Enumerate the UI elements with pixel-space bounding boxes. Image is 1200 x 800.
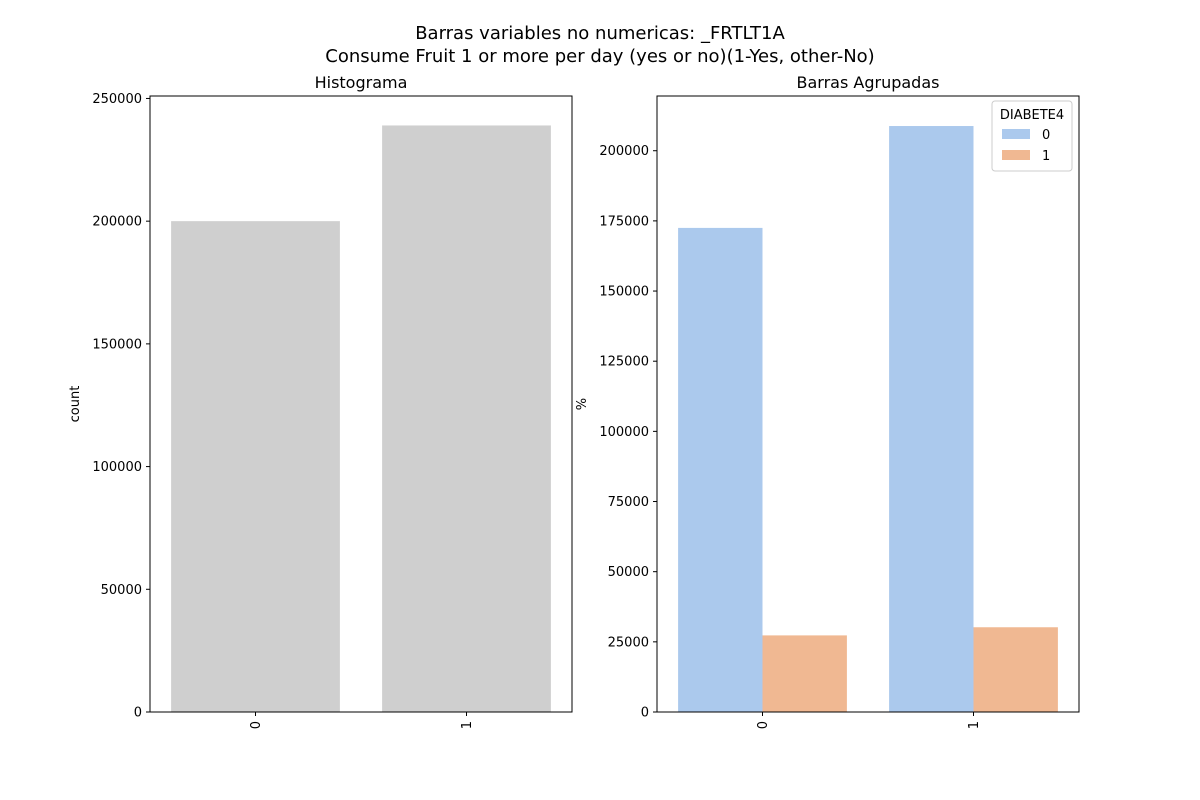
- figure-title-line2: Consume Fruit 1 or more per day (yes or …: [325, 46, 874, 67]
- histogram-axes-frame: [149, 95, 573, 713]
- grouped-ytick-label: 175000: [599, 214, 649, 229]
- grouped-ytick-label: 25000: [608, 635, 649, 650]
- legend-title: DIABETE4: [1000, 108, 1064, 123]
- histogram-ytick-label: 200000: [92, 215, 142, 230]
- histogram-ytick-label: 0: [134, 706, 142, 721]
- figure-title-line1: Barras variables no numericas: _FRTLT1A: [415, 23, 785, 44]
- histogram-ytick-label: 150000: [92, 337, 142, 352]
- grouped-bar-cat1-series0: [889, 126, 974, 712]
- grouped-ytick-label: 75000: [608, 495, 649, 510]
- grouped-ytick-label: 0: [641, 706, 649, 721]
- grouped-title: Barras Agrupadas: [797, 73, 940, 92]
- legend: DIABETE4 0 1: [991, 100, 1073, 172]
- grouped-ytick-label: 200000: [599, 144, 649, 159]
- histogram-ytick-label: 50000: [101, 583, 142, 598]
- grouped-xtick-label: 0: [756, 721, 771, 729]
- histogram-bar-cat1: [382, 125, 551, 713]
- grouped-bar-chart: Barras Agrupadas025000500007500010000012…: [575, 73, 1080, 729]
- histogram-xtick-label: 1: [460, 721, 475, 729]
- histogram-bar-cat0: [171, 221, 340, 713]
- grouped-ytick-label: 150000: [599, 285, 649, 300]
- grouped-axes-frame: [656, 95, 1080, 713]
- legend-swatch-1: [1002, 150, 1030, 160]
- histogram-ytick-label: 100000: [92, 460, 142, 475]
- histogram-chart: Histograma 0 50000 100000 150000 200000 250000…: [68, 73, 573, 729]
- grouped-bar-cat1-series1: [973, 627, 1058, 712]
- histogram-xtick-label: 0: [249, 721, 264, 729]
- histogram-title: Histograma: [315, 73, 408, 92]
- legend-swatch-0: [1002, 129, 1030, 139]
- histogram-ylabel: count: [68, 386, 83, 423]
- grouped-ylabel: %: [575, 398, 590, 410]
- grouped-ytick-label: 125000: [599, 355, 649, 370]
- grouped-bar-cat0-series0: [678, 227, 763, 712]
- legend-entry-1: 1: [1042, 149, 1050, 164]
- grouped-ytick-label: 50000: [608, 565, 649, 580]
- grouped-ytick-label: 100000: [599, 425, 649, 440]
- grouped-xtick-label: 1: [967, 721, 982, 729]
- legend-entry-0: 0: [1042, 128, 1050, 143]
- grouped-bar-cat0-series1: [762, 635, 847, 712]
- histogram-ytick-label: 250000: [92, 92, 142, 107]
